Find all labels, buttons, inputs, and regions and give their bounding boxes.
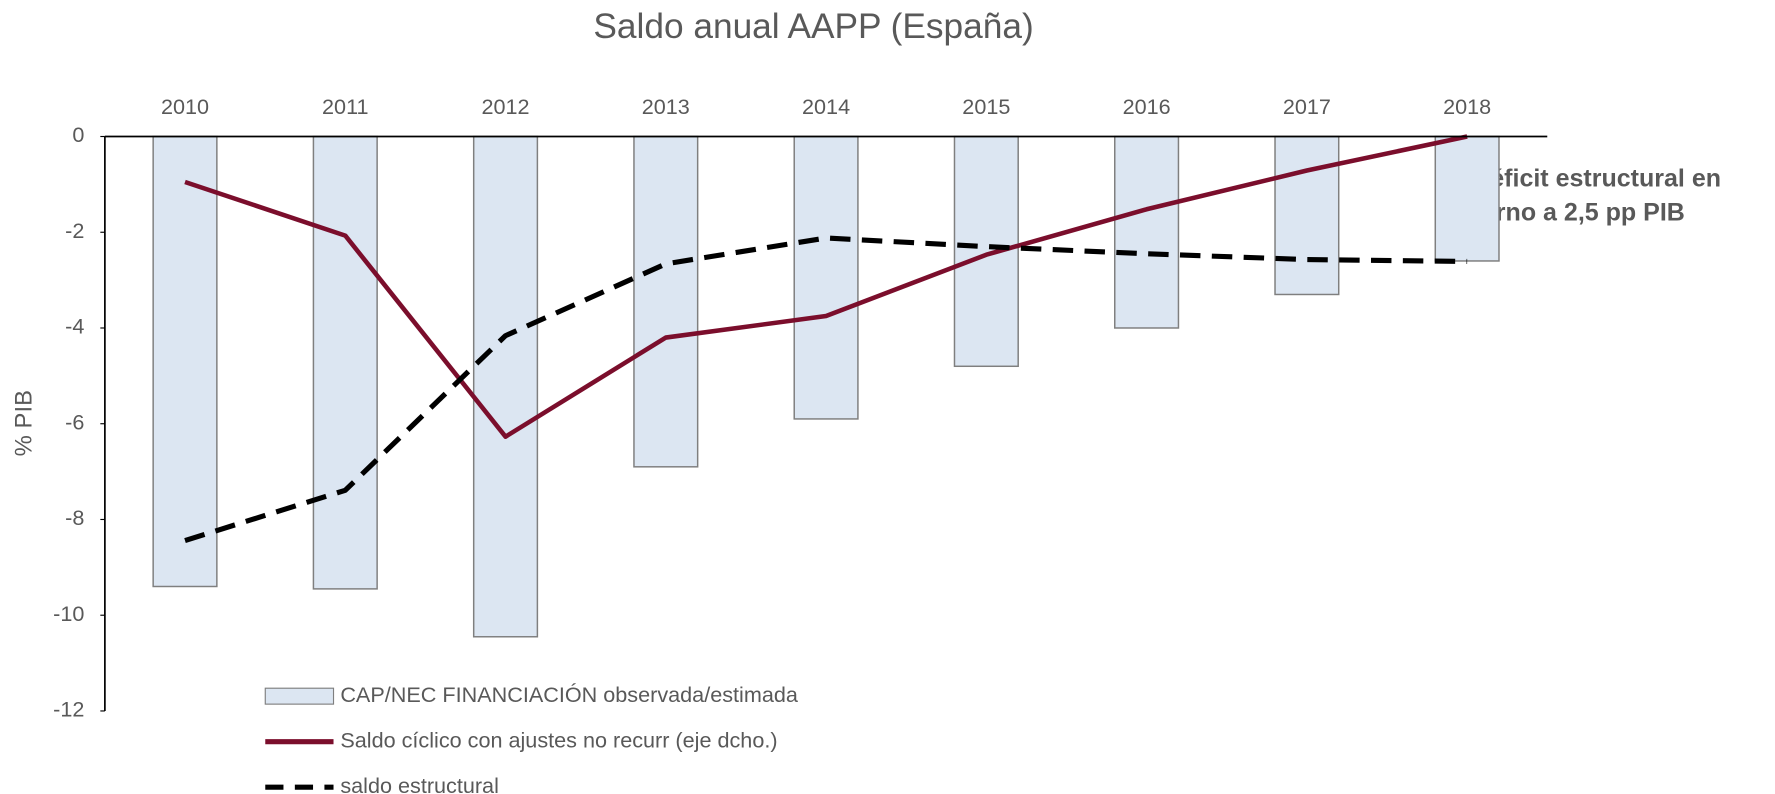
- x-tick-label: 2016: [1123, 94, 1171, 119]
- chart-title: Saldo anual AAPP (España): [593, 7, 1033, 46]
- x-tick-label: 2018: [1443, 94, 1491, 119]
- bar: [1274, 135, 1340, 296]
- legend-label: saldo estructural: [340, 773, 499, 794]
- bar: [633, 135, 699, 468]
- legend-label: Saldo cíclico con ajustes no recurr (eje…: [340, 727, 777, 752]
- x-tick-label: 2010: [161, 94, 209, 119]
- y-tick-label: -2: [65, 218, 84, 243]
- bar: [953, 135, 1019, 368]
- bar: [1114, 135, 1180, 329]
- annotation: torno a 2,5 pp PIB: [1472, 198, 1685, 226]
- y-tick-label: -10: [53, 601, 84, 626]
- annotation: Déficit estructural en: [1472, 164, 1721, 192]
- bar: [312, 135, 378, 590]
- x-tick-label: 2013: [642, 94, 690, 119]
- legend-label: CAP/NEC FINANCIACIÓN observada/estimada: [340, 682, 799, 707]
- line: [184, 235, 1468, 543]
- y-axis-label: % PIB: [11, 390, 38, 456]
- y-tick-label: -8: [65, 505, 84, 530]
- y-tick-label: -6: [65, 409, 84, 434]
- bar: [152, 135, 218, 588]
- x-tick-label: 2015: [962, 94, 1010, 119]
- y-tick-label: -4: [65, 314, 84, 339]
- bar: [1434, 135, 1500, 262]
- bar: [472, 135, 539, 638]
- legend-swatch: [264, 687, 335, 705]
- bar: [793, 135, 859, 420]
- x-tick-label: 2014: [802, 94, 850, 119]
- x-tick-label: 2011: [322, 94, 368, 119]
- line: [184, 134, 1468, 439]
- y-tick-label: 0: [72, 122, 84, 147]
- y-tick-label: -12: [53, 697, 84, 722]
- x-tick-label: 2012: [482, 94, 530, 119]
- x-tick-label: 2017: [1283, 94, 1331, 119]
